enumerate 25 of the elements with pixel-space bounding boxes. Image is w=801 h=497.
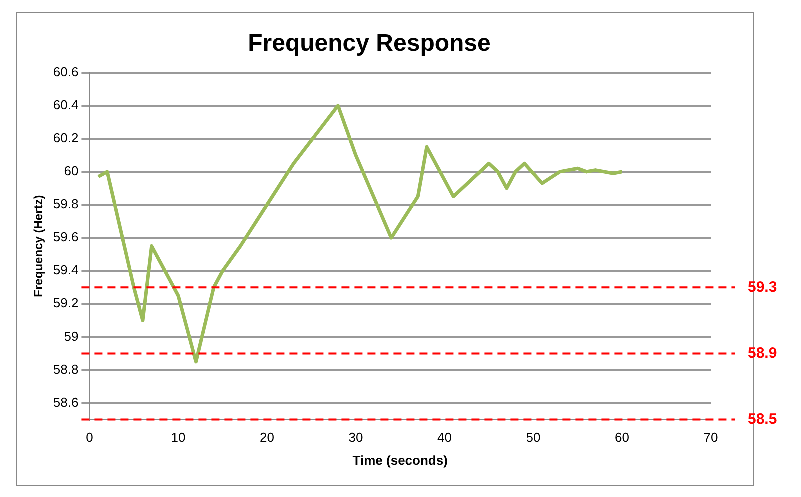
y-tick-label: 58.8	[53, 362, 79, 377]
x-tick-label: 30	[348, 430, 364, 446]
x-tick-label: 70	[704, 430, 718, 446]
y-tick-label: 60	[64, 164, 79, 179]
x-tick-label: 60	[615, 430, 630, 446]
x-tick-label: 50	[526, 430, 541, 446]
y-axis-title: Frequency (Hertz)	[32, 195, 46, 298]
x-axis-title: Time (seconds)	[352, 452, 448, 468]
x-tick-label: 0	[86, 430, 94, 446]
ref-line-label: 58.5	[748, 410, 778, 428]
x-tick-label: 10	[171, 430, 186, 446]
y-tick-label: 59.8	[53, 196, 79, 212]
y-tick-label: 59.4	[53, 262, 79, 278]
y-tick-label: 58.6	[53, 394, 79, 410]
y-tick-label: 59.2	[53, 296, 79, 311]
y-tick-label: 59.6	[53, 230, 79, 245]
ref-line-label: 58.9	[748, 344, 778, 362]
y-tick-label: 60.6	[53, 64, 79, 80]
y-tick-label: 60.2	[53, 130, 79, 146]
y-tick-label: 59	[64, 328, 79, 344]
ref-line-label: 59.3	[748, 278, 778, 296]
x-tick-label: 20	[260, 430, 274, 446]
y-tick-label: 60.4	[53, 97, 79, 112]
x-tick-label: 40	[437, 430, 452, 446]
chart-title: Frequency Response	[248, 30, 491, 58]
